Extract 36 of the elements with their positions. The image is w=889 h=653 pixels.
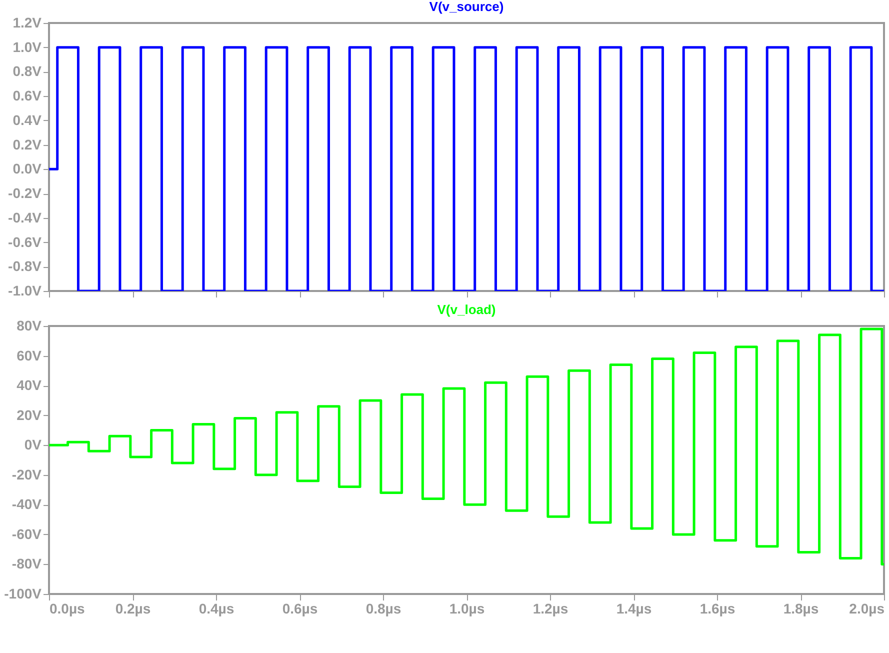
x-tick-label: 0.0µs [50,600,86,616]
y-tick-label: -0.2V [8,185,42,202]
y-tick-label: 0.6V [12,88,42,104]
y-tick-label: 20V [16,406,42,423]
text: V(v_source) [429,0,504,14]
x-tick-label: 0.8µs [366,600,402,616]
x-tick-label: 0.4µs [198,600,234,616]
y-tick-label: 1.2V [12,14,42,30]
text: V(v_load) [437,302,496,317]
x-tick-label: 1.2µs [532,600,568,616]
y-tick-label: 0.8V [12,63,42,80]
y-tick-label: 0.0V [12,160,42,177]
x-tick-label: 1.6µs [700,600,736,616]
y-tick-label: -0.4V [8,209,42,226]
line-series [49,328,884,566]
y-tick-label: -100V [4,586,42,602]
y-tick-label: 0V [24,436,42,453]
x-tick-label: 0.2µs [115,600,151,616]
y-tick-label: -40V [12,496,42,512]
y-tick-label: -20V [12,466,42,482]
y-tick-label: 0.2V [12,136,42,152]
x-tick-label: 1.8µs [783,600,819,616]
x-tick-label: 1.0µs [449,600,485,616]
y-tick-label: 0.4V [12,112,42,128]
y-tick-label: 60V [16,347,42,364]
x-tick-label: 0.6µs [282,600,318,616]
y-tick-label: 1.0V [12,38,42,55]
y-tick-label: -60V [12,526,42,542]
y-tick-label: -1.0V [8,282,42,298]
x-tick-label: 2.0µs [849,600,885,616]
y-tick-label: -0.6V [8,234,42,250]
y-tick-label: 40V [16,377,42,394]
y-tick-label: -0.8V [8,258,42,274]
x-tick-label: 1.4µs [616,600,652,616]
y-tick-label: -80V [12,556,42,572]
y-tick-label: 80V [16,318,42,334]
